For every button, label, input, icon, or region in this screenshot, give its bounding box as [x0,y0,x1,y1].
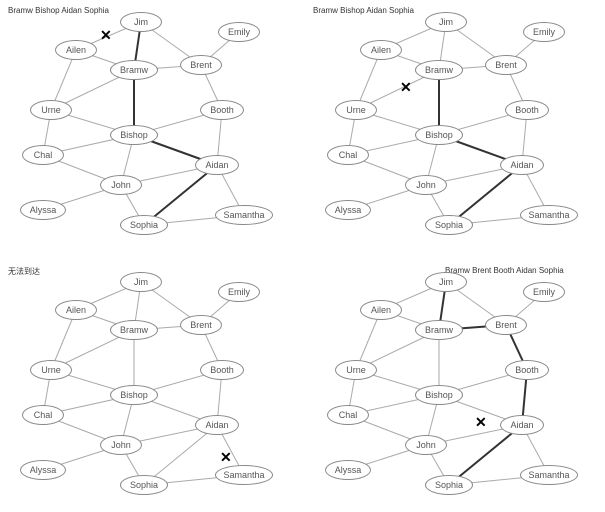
node-bramw: Bramw [110,60,158,80]
node-ailen: Ailen [55,40,97,60]
node-alyssa: Alyssa [325,200,371,220]
node-aidan: Aidan [500,155,544,175]
network-panel-br: Bramw Brent Booth Aidan SophiaJimAilenEm… [305,260,605,512]
node-samantha: Samantha [215,205,273,225]
node-booth: Booth [200,100,244,120]
node-samantha: Samantha [215,465,273,485]
node-jim: Jim [425,272,467,292]
node-bishop: Bishop [415,125,463,145]
panel-label: Bramw Bishop Aidan Sophia [313,6,414,15]
node-alyssa: Alyssa [325,460,371,480]
cross-icon: ✕ [100,28,112,42]
node-jim: Jim [120,272,162,292]
panel-label: Bramw Bishop Aidan Sophia [8,6,109,15]
node-samantha: Samantha [520,205,578,225]
node-bramw: Bramw [110,320,158,340]
node-emily: Emily [523,22,565,42]
node-chal: Chal [327,145,369,165]
node-john: John [405,435,447,455]
node-bishop: Bishop [110,125,158,145]
node-emily: Emily [523,282,565,302]
node-booth: Booth [505,100,549,120]
panel-label: 无法到达 [8,266,40,277]
node-sophia: Sophia [425,215,473,235]
node-alyssa: Alyssa [20,200,66,220]
node-ailen: Ailen [360,300,402,320]
node-john: John [100,435,142,455]
node-emily: Emily [218,22,260,42]
cross-icon: ✕ [475,415,487,429]
node-emily: Emily [218,282,260,302]
node-ailen: Ailen [55,300,97,320]
node-aidan: Aidan [195,155,239,175]
node-alyssa: Alyssa [20,460,66,480]
node-brent: Brent [485,55,527,75]
node-sophia: Sophia [425,475,473,495]
network-panel-tl: Bramw Bishop Aidan Sophia Jim Ailen Emily Br… [0,0,300,255]
node-john: John [100,175,142,195]
node-sophia: Sophia [120,475,168,495]
node-jim: Jim [425,12,467,32]
node-aidan: Aidan [195,415,239,435]
node-booth: Booth [200,360,244,380]
node-chal: Chal [22,145,64,165]
network-panel-tr: Bramw Bishop Aidan Sophia Jim Ailen Emily Br… [305,0,605,255]
node-bishop: Bishop [110,385,158,405]
node-john: John [405,175,447,195]
node-urne: Urne [30,100,72,120]
network-panel-bl: 无法到达 Jim Ailen Emily Bramw Brent Urne Booth Bish… [0,260,300,512]
node-bramw: Bramw [415,320,463,340]
node-chal: Chal [22,405,64,425]
node-samantha: Samantha [520,465,578,485]
node-brent: Brent [180,315,222,335]
node-urne: Urne [335,360,377,380]
node-bramw: Bramw [415,60,463,80]
node-chal: Chal [327,405,369,425]
cross-icon: ✕ [220,450,232,464]
node-brent: Brent [485,315,527,335]
node-aidan: Aidan [500,415,544,435]
node-urne: Urne [335,100,377,120]
node-ailen: Ailen [360,40,402,60]
node-brent: Brent [180,55,222,75]
cross-icon: ✕ [400,80,412,94]
node-bishop: Bishop [415,385,463,405]
node-jim: Jim [120,12,162,32]
node-urne: Urne [30,360,72,380]
node-booth: Booth [505,360,549,380]
panel-label: Bramw Brent Booth Aidan Sophia [445,266,564,275]
node-sophia: Sophia [120,215,168,235]
